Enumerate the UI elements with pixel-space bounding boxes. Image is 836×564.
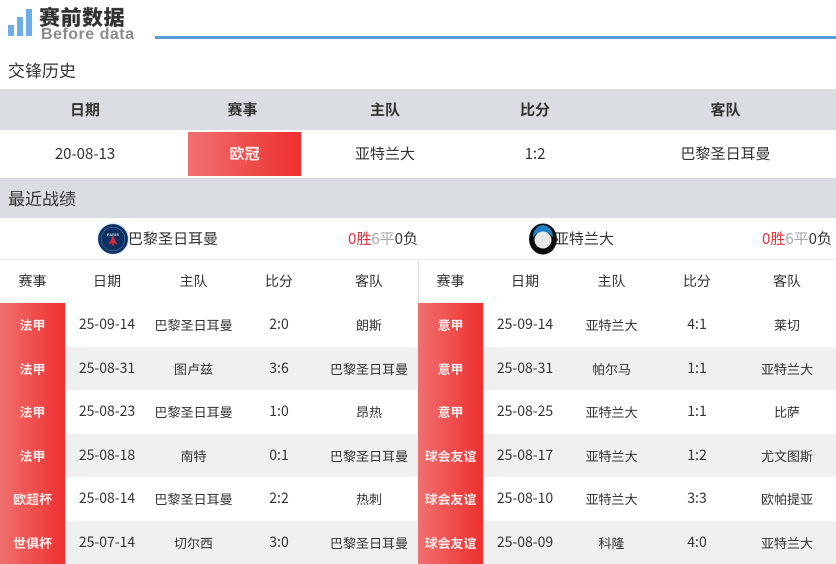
svg-text:PARIS: PARIS — [107, 233, 120, 237]
